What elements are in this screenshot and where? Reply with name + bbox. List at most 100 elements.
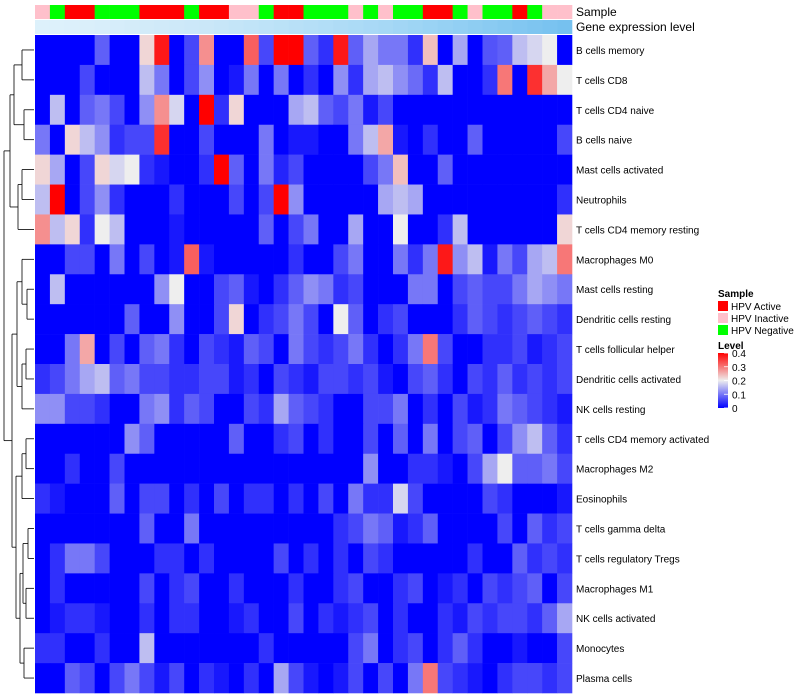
- heatmap-cell: [318, 94, 334, 126]
- heatmap-cell: [422, 154, 439, 185]
- heatmap-cell: [139, 244, 155, 275]
- heatmap-cell: [49, 64, 66, 96]
- heatmap-cell: [482, 154, 498, 185]
- heatmap-cell: [64, 453, 81, 484]
- heatmap-cell: [363, 214, 379, 245]
- heatmap-cell: [124, 124, 140, 155]
- sample-annotation-cell: [228, 5, 245, 19]
- heatmap-cell: [184, 603, 200, 634]
- heatmap-cell: [94, 364, 110, 395]
- heatmap-cell: [49, 483, 66, 514]
- level-colorbar: [718, 353, 728, 408]
- heatmap-cell: [393, 244, 409, 275]
- heatmap-cell: [64, 334, 81, 365]
- heatmap-cell: [169, 543, 185, 574]
- expression-annotation-cell: [437, 20, 453, 34]
- heatmap-cell: [49, 244, 66, 275]
- heatmap-cell: [199, 633, 215, 664]
- sample-annotation-cell: [497, 5, 513, 19]
- heatmap-cell: [512, 513, 528, 544]
- row-label: Eosinophils: [576, 495, 627, 506]
- heatmap-cell: [109, 603, 125, 634]
- sample-annotation-cell: [303, 5, 319, 19]
- heatmap-cell: [348, 603, 364, 634]
- heatmap-cell: [273, 274, 289, 305]
- heatmap-cell: [184, 304, 200, 335]
- heatmap-cell: [437, 334, 453, 365]
- heatmap-cell: [94, 663, 110, 694]
- heatmap-cell: [378, 393, 394, 425]
- heatmap-cell: [64, 573, 81, 604]
- heatmap-cell: [154, 304, 170, 335]
- heatmap-cell: [258, 483, 274, 514]
- heatmap-cell: [228, 94, 245, 126]
- sample-annotation-cell: [64, 5, 81, 19]
- heatmap-cell: [542, 573, 558, 604]
- heatmap-cell: [363, 334, 379, 365]
- heatmap-cell: [378, 513, 394, 544]
- heatmap-cell: [109, 94, 125, 126]
- heatmap-cell: [363, 663, 379, 694]
- expression-annotation-cell: [154, 20, 170, 34]
- heatmap-cell: [49, 94, 66, 126]
- heatmap-cell: [378, 64, 394, 96]
- sample-annotation-cell: [467, 5, 483, 19]
- heatmap-cell: [422, 453, 439, 484]
- heatmap-cell: [273, 214, 289, 245]
- heatmap-cell: [94, 543, 110, 574]
- heatmap-cell: [512, 35, 528, 66]
- heatmap-cell: [422, 483, 439, 514]
- heatmap-cell: [557, 453, 573, 484]
- heatmap-cell: [243, 663, 260, 694]
- heatmap-cell: [109, 513, 125, 544]
- heatmap-cell: [393, 304, 409, 335]
- expression-annotation-cell: [497, 20, 513, 34]
- heatmap-cell: [35, 94, 51, 126]
- heatmap-cell: [214, 94, 230, 126]
- heatmap-cell: [228, 393, 245, 425]
- heatmap-cell: [258, 154, 274, 185]
- heatmap-cell: [422, 603, 439, 634]
- heatmap-cell: [393, 35, 409, 66]
- heatmap-cell: [35, 453, 51, 484]
- heatmap-cell: [348, 573, 364, 604]
- heatmap-cell: [214, 663, 230, 694]
- heatmap-cell: [214, 64, 230, 96]
- heatmap-cell: [482, 214, 498, 245]
- heatmap-cell: [154, 35, 170, 66]
- heatmap-cell: [363, 573, 379, 604]
- level-legend-title: Level: [718, 341, 744, 352]
- heatmap-cell: [243, 334, 260, 365]
- heatmap-cell: [199, 573, 215, 604]
- heatmap-cell: [35, 573, 51, 604]
- heatmap-cell: [288, 64, 304, 96]
- heatmap-cell: [452, 244, 468, 275]
- heatmap-cell: [333, 64, 349, 96]
- heatmap-cell: [228, 633, 245, 664]
- heatmap-cell: [512, 633, 528, 664]
- heatmap-cell: [35, 603, 51, 634]
- heatmap-cell: [318, 35, 334, 66]
- heatmap-cell: [393, 64, 409, 96]
- heatmap-cell: [393, 483, 409, 514]
- heatmap-cell: [557, 94, 573, 126]
- heatmap-cell: [542, 64, 558, 96]
- heatmap-cell: [228, 513, 245, 544]
- heatmap-cell: [452, 334, 468, 365]
- heatmap-cell: [273, 244, 289, 275]
- heatmap-cell: [124, 483, 140, 514]
- heatmap-cell: [557, 274, 573, 305]
- heatmap-cell: [79, 633, 95, 664]
- heatmap-cell: [482, 304, 498, 335]
- heatmap-cell: [273, 364, 289, 395]
- heatmap-cell: [288, 543, 304, 574]
- heatmap-cell: [482, 633, 498, 664]
- heatmap-cell: [243, 35, 260, 66]
- heatmap-cell: [288, 154, 304, 185]
- heatmap-cell: [35, 244, 51, 275]
- heatmap-cell: [363, 483, 379, 514]
- heatmap-cell: [363, 543, 379, 574]
- sample-annotation-cell: [258, 5, 274, 19]
- heatmap-cell: [243, 244, 260, 275]
- heatmap-cell: [512, 64, 528, 96]
